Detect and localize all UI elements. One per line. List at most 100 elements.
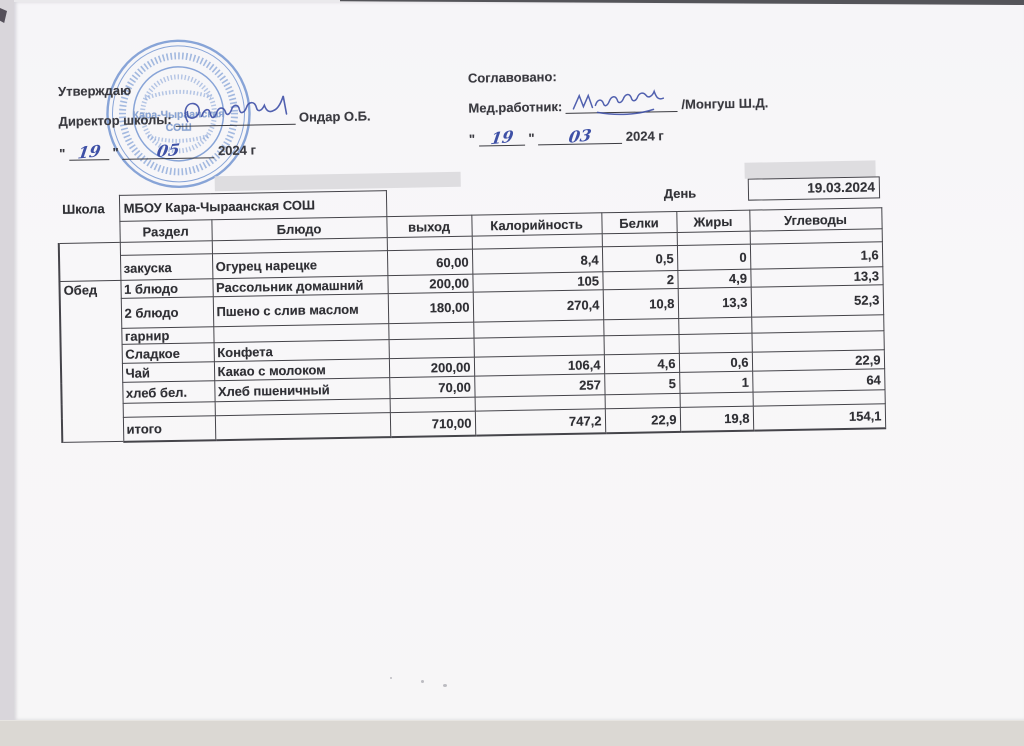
director-label: Директор школы: bbox=[58, 111, 172, 129]
cell-fat bbox=[678, 333, 752, 354]
cell-out bbox=[388, 322, 474, 340]
cell-fat bbox=[679, 392, 753, 408]
school-round-stamp: Кара-Чыраанская СОШ bbox=[106, 39, 251, 189]
approve-date-line: " 19 " 05 2024 г bbox=[59, 137, 449, 163]
stamp-ring-microtext bbox=[118, 52, 238, 176]
cell-out: 70,00 bbox=[389, 376, 475, 399]
cell-out: 200,00 bbox=[388, 357, 475, 378]
cell-razdel: закуска bbox=[119, 253, 213, 281]
cell-protein: 2 bbox=[602, 270, 678, 290]
cell-razdel: итого bbox=[122, 415, 216, 442]
cell-kcal: 257 bbox=[474, 373, 605, 398]
medic-name: /Монгуш Ш.Д. bbox=[681, 95, 769, 112]
cell-protein bbox=[603, 318, 679, 336]
cell-dish: Огурец нарецке bbox=[211, 250, 388, 279]
agree-month-line: 03 bbox=[538, 125, 623, 147]
meal-col-empty-cell bbox=[58, 242, 121, 282]
meal-group-cell: Обед bbox=[59, 280, 124, 443]
quote-mark: " bbox=[468, 131, 476, 147]
cell-fat: 4,9 bbox=[677, 269, 751, 289]
scan-artifact-band bbox=[214, 171, 461, 192]
cell-carbs bbox=[751, 330, 884, 353]
cell-fat: 19,8 bbox=[679, 406, 754, 432]
director-signature-line bbox=[175, 95, 296, 127]
quote-mark: " bbox=[528, 130, 535, 146]
menu-table: Школа МБОУ Кара-Чыраанская СОШ Раздел Бл… bbox=[57, 181, 886, 443]
school-label: Школа bbox=[62, 201, 105, 217]
cell-kcal: 747,2 bbox=[474, 408, 606, 436]
cell-fat: 0 bbox=[676, 244, 751, 271]
approve-day-line: 19 bbox=[68, 141, 110, 163]
cell-out: 710,00 bbox=[389, 411, 476, 437]
cell-protein: 4,6 bbox=[603, 353, 680, 374]
medic-signature bbox=[573, 89, 665, 116]
cell-carbs: 22,9 bbox=[751, 349, 885, 372]
scan-speck bbox=[421, 680, 424, 683]
handwritten-month: 03 bbox=[567, 125, 593, 147]
agree-title: Соглавовано: bbox=[467, 69, 557, 86]
cell-kcal bbox=[473, 335, 604, 358]
quote-mark: " bbox=[59, 145, 66, 161]
cell-protein bbox=[603, 334, 679, 355]
approve-year: 2024 г bbox=[217, 142, 257, 159]
scanner-edge-left bbox=[0, 0, 14, 745]
agree-block: Соглавовано: Мед.работник: /Монгуш Ш.Д. … bbox=[467, 63, 889, 149]
agree-year: 2024 г bbox=[625, 128, 664, 144]
scan-speck bbox=[390, 677, 392, 679]
director-line: Директор школы: Ондар О.Б. bbox=[58, 95, 448, 129]
cell-protein: 0,5 bbox=[601, 245, 678, 272]
medic-label: Мед.работник: bbox=[468, 98, 563, 116]
cell-dish: Пшено с слив маслом bbox=[212, 293, 389, 327]
cell-fat: 0,6 bbox=[678, 352, 753, 373]
cell-kcal: 105 bbox=[472, 271, 603, 293]
cell-carbs: 52,3 bbox=[750, 284, 884, 318]
cell-fat bbox=[676, 231, 750, 246]
cell-dish bbox=[214, 412, 391, 440]
col-header-fat: Жиры bbox=[676, 210, 750, 233]
approve-month-line: 05 bbox=[122, 139, 215, 162]
cell-protein: 22,9 bbox=[604, 407, 681, 433]
stamp-center-line2: СОШ bbox=[166, 122, 192, 134]
cell-kcal: 8,4 bbox=[471, 246, 603, 275]
paper-sheet bbox=[14, 2, 1024, 720]
col-header-razdel: Раздел bbox=[119, 219, 212, 243]
cell-out: 180,00 bbox=[387, 292, 474, 324]
handwritten-month: 05 bbox=[155, 139, 182, 162]
agree-date-line: " 19 " 03 2024 г bbox=[468, 122, 889, 149]
scanner-edge-top bbox=[340, 0, 1024, 5]
quote-mark: " bbox=[112, 144, 119, 161]
cell-out bbox=[388, 338, 474, 359]
approve-block: Утверждаю Директор школы: Ондар О.Б. " 1… bbox=[58, 77, 449, 163]
cell-carbs: 13,3 bbox=[750, 266, 883, 288]
scan-corner-mark bbox=[0, 8, 7, 23]
cell-razdel: 2 блюдо bbox=[120, 296, 214, 329]
cell-fat: 13,3 bbox=[677, 287, 752, 319]
director-name: Ондар О.Б. bbox=[298, 108, 371, 125]
scan-speck bbox=[443, 684, 447, 687]
cell-carbs: 154,1 bbox=[752, 403, 886, 431]
medic-signature-line bbox=[565, 89, 678, 116]
medic-line: Мед.работник: /Монгуш Ш.Д. bbox=[468, 89, 888, 116]
scanner-edge-bottom bbox=[0, 720, 1024, 746]
cell-razdel: Чай bbox=[121, 361, 215, 383]
cell-razdel: Сладкое bbox=[121, 342, 214, 364]
cell-out: 60,00 bbox=[386, 249, 473, 276]
stamp-inner-microtext bbox=[139, 74, 217, 154]
cell-razdel: хлеб бел. bbox=[122, 380, 215, 404]
col-header-protein: Белки bbox=[601, 211, 677, 234]
director-signature bbox=[184, 95, 288, 123]
cell-razdel: 1 блюдо bbox=[120, 278, 213, 299]
handwritten-day: 19 bbox=[76, 141, 102, 163]
col-header-out: выход bbox=[386, 215, 472, 238]
cell-protein: 5 bbox=[604, 372, 680, 395]
cell-fat: 1 bbox=[679, 371, 753, 394]
cell-carbs: 64 bbox=[752, 368, 885, 393]
cell-razdel: гарнир bbox=[121, 326, 214, 345]
cell-kcal: 270,4 bbox=[472, 289, 604, 323]
stamp-center-line1: Кара-Чыраанская bbox=[132, 108, 224, 122]
header-spacer bbox=[58, 221, 119, 243]
agree-day-line: 19 bbox=[478, 127, 525, 148]
menu-table-body: закуска Огурец нарецке 60,00 8,4 0,5 0 1,6 Обед… bbox=[58, 228, 886, 443]
